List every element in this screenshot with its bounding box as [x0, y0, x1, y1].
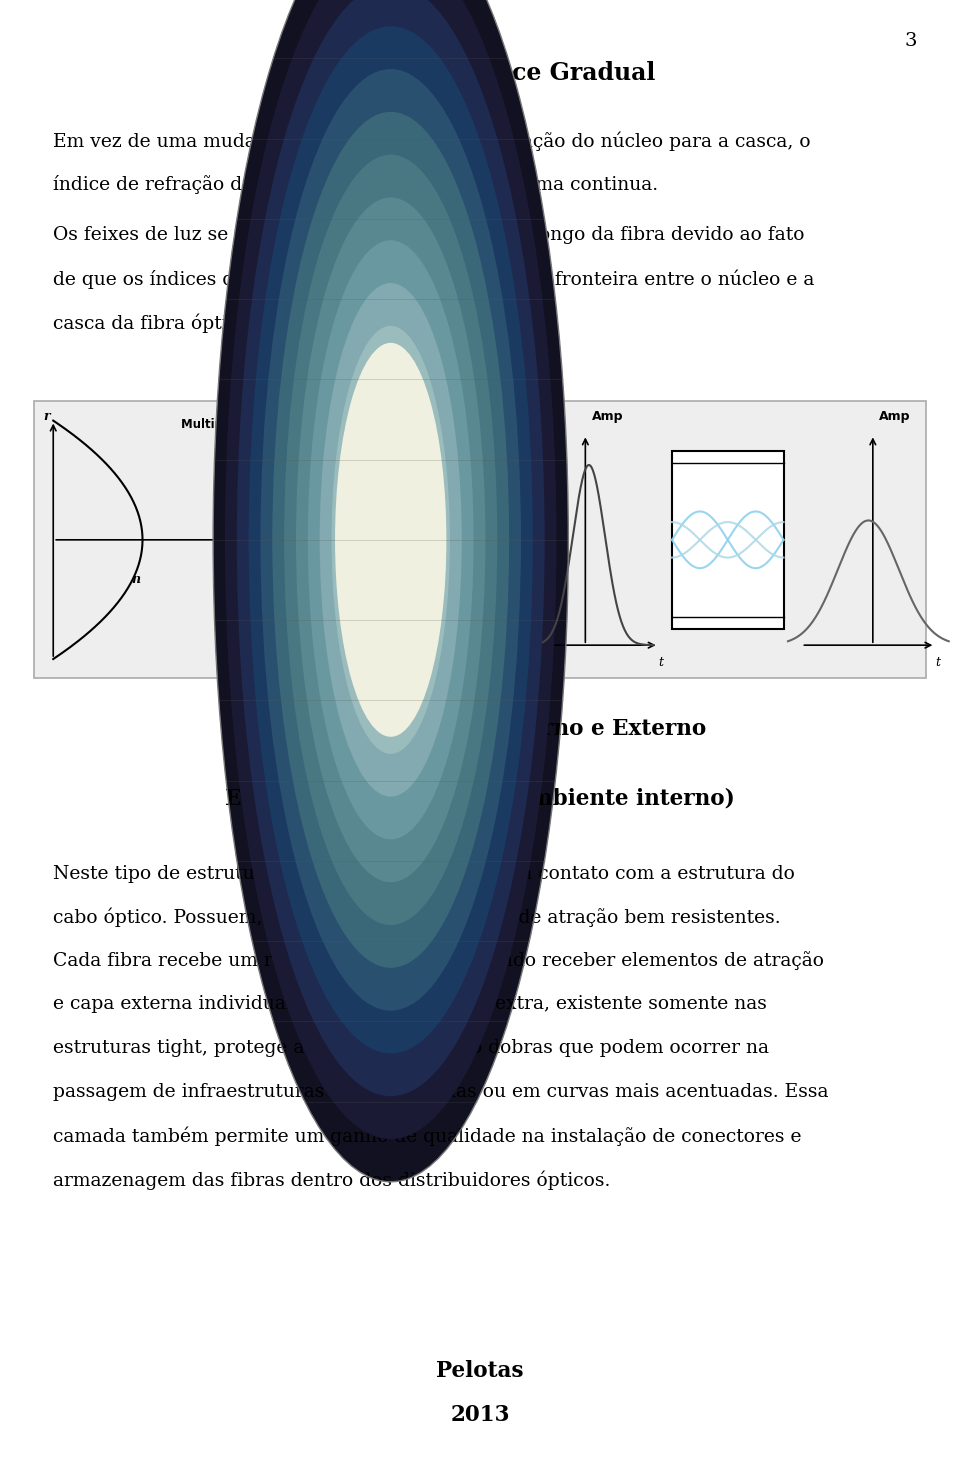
Text: Multimodo Índice Gradual: Multimodo Índice Gradual	[305, 61, 655, 85]
Text: estruturas tight, protege a fibra contra micro dobras que podem ocorrer na: estruturas tight, protege a fibra contra…	[53, 1039, 769, 1056]
Ellipse shape	[213, 0, 568, 1182]
Text: Multimodo n gradual: Multimodo n gradual	[180, 417, 319, 430]
Text: Amp: Amp	[879, 410, 911, 423]
Ellipse shape	[249, 26, 533, 1053]
Ellipse shape	[320, 283, 462, 797]
Text: índice de refração diminui gradativamente e de forma continua.: índice de refração diminui gradativament…	[53, 175, 658, 194]
Ellipse shape	[379, 498, 402, 582]
Ellipse shape	[335, 343, 446, 737]
Text: Estrutura Tight Buffer (ambiente interno): Estrutura Tight Buffer (ambiente interno…	[226, 788, 734, 810]
Ellipse shape	[331, 325, 450, 754]
Text: t: t	[659, 657, 663, 670]
Bar	[34, 401, 926, 678]
Ellipse shape	[355, 411, 426, 668]
Ellipse shape	[344, 369, 438, 711]
Text: camada também permite um ganho de qualidade na instalação de conectores e: camada também permite um ganho de qualid…	[53, 1126, 802, 1145]
Text: Amp: Amp	[591, 410, 623, 423]
Text: 3: 3	[904, 32, 917, 50]
Text: r: r	[43, 410, 50, 423]
Ellipse shape	[284, 155, 497, 925]
Bar	[672, 451, 783, 629]
Text: Cada fibra recebe um revestimento extra, podendo receber elementos de atração: Cada fibra recebe um revestimento extra,…	[53, 951, 824, 970]
Text: armazenagem das fibras dentro dos distribuidores ópticos.: armazenagem das fibras dentro dos distri…	[53, 1170, 611, 1189]
Ellipse shape	[273, 112, 509, 967]
Text: cabo óptico. Possuem, por esta razão, elementos de atração bem resistentes.: cabo óptico. Possuem, por esta razão, el…	[53, 907, 780, 926]
Text: 2013: 2013	[450, 1404, 510, 1425]
Ellipse shape	[367, 454, 415, 626]
Ellipse shape	[225, 0, 557, 1139]
Ellipse shape	[237, 0, 544, 1096]
Text: Neste tipo de estrutura, as fibras ópticas estão em contato com a estrutura do: Neste tipo de estrutura, as fibras óptic…	[53, 864, 795, 883]
Ellipse shape	[260, 69, 521, 1011]
Text: n: n	[132, 573, 141, 587]
Text: Os feixes de luz se propagam de forma gradual ao longo da fibra devido ao fato: Os feixes de luz se propagam de forma gr…	[53, 226, 804, 244]
Ellipse shape	[308, 241, 473, 839]
Text: Pelotas: Pelotas	[436, 1360, 524, 1382]
Text: passagem de infraestruturas congestionadas ou em curvas mais acentuadas. Essa: passagem de infraestruturas congestionad…	[53, 1083, 828, 1100]
Ellipse shape	[296, 197, 486, 883]
Text: e capa externa individual ou global. A camada extra, existente somente nas: e capa externa individual ou global. A c…	[53, 995, 767, 1013]
Text: t: t	[935, 657, 941, 670]
Text: Em vez de uma mudança brusca no índice de refração do núcleo para a casca, o: Em vez de uma mudança brusca no índice d…	[53, 131, 810, 150]
Text: de que os índices de refração são mais uniformes na fronteira entre o núcleo e a: de que os índices de refração são mais u…	[53, 270, 814, 289]
Text: Cabos de Ambiente Interno e Externo: Cabos de Ambiente Interno e Externo	[253, 718, 707, 740]
Text: casca da fibra óptica.: casca da fibra óptica.	[53, 314, 254, 333]
